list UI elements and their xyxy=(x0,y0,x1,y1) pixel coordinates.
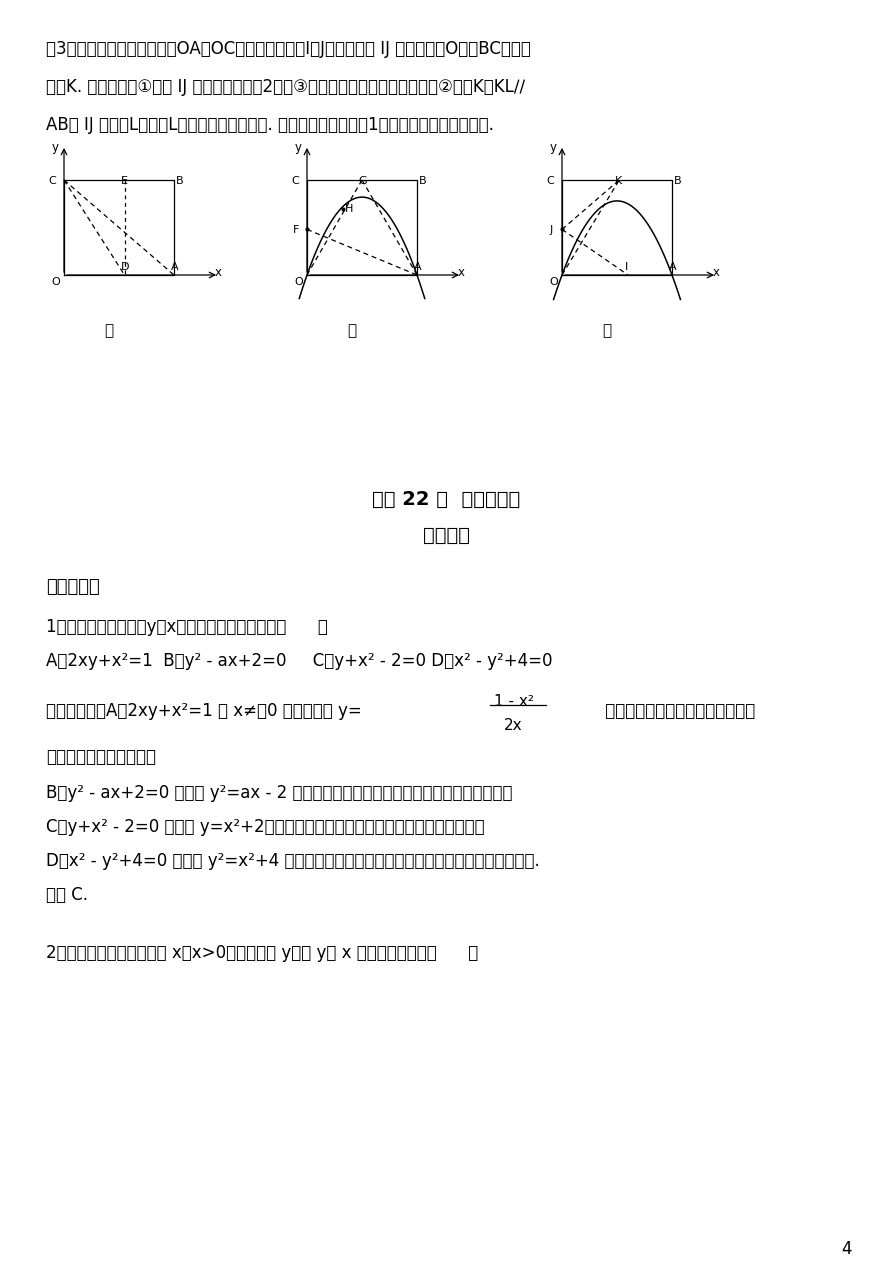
Text: C: C xyxy=(48,175,55,186)
Text: A: A xyxy=(414,262,422,273)
Text: G: G xyxy=(358,175,367,186)
Text: 1 - x²: 1 - x² xyxy=(494,694,534,709)
Text: 一、选择题: 一、选择题 xyxy=(46,578,100,596)
Text: B、y² - ax+2=0 可化为 y²=ax - 2 不符合一元二次方程的一般形式，故本选项错误；: B、y² - ax+2=0 可化为 y²=ax - 2 不符合一元二次方程的一般… xyxy=(46,784,513,801)
Text: E: E xyxy=(120,175,128,186)
Text: O: O xyxy=(549,276,558,286)
Text: O: O xyxy=(51,276,60,286)
Text: 记为K. 请你猜想：①折痕 IJ 所在直线与第（2）题③中的抛物线会有几个公共点；②经过K作KL∕∕: 记为K. 请你猜想：①折痕 IJ 所在直线与第（2）题③中的抛物线会有几个公共点… xyxy=(46,78,525,96)
Text: 的形式，不符合一元二次方程的一: 的形式，不符合一元二次方程的一 xyxy=(558,702,756,721)
Text: I: I xyxy=(625,262,628,273)
Text: 甲: 甲 xyxy=(104,323,113,338)
Text: K: K xyxy=(615,175,623,186)
Text: 2x: 2x xyxy=(504,718,523,733)
Text: 丙: 丙 xyxy=(602,323,612,338)
Text: 4: 4 xyxy=(841,1241,851,1258)
Text: C: C xyxy=(291,175,299,186)
Text: A: A xyxy=(171,262,178,273)
Text: H: H xyxy=(344,204,353,215)
Text: B: B xyxy=(419,175,426,186)
Text: 1．在下列关系式中，y是x的二次函数的关系式是（      ）: 1．在下列关系式中，y是x的二次函数的关系式是（ ） xyxy=(46,618,328,636)
Text: O: O xyxy=(294,276,302,286)
Text: B: B xyxy=(176,175,184,186)
Text: 【解答】解：A、2xy+x²=1 当 x≠　0 时，可化为 y=: 【解答】解：A、2xy+x²=1 当 x≠ 0 时，可化为 y= xyxy=(46,702,362,721)
Text: C: C xyxy=(546,175,554,186)
Text: y: y xyxy=(295,141,302,154)
Text: y: y xyxy=(52,141,59,154)
Text: y: y xyxy=(550,141,557,154)
Text: C、y+x² - 2=0 可化为 y=x²+2，符合一元二次方程的一般形式，故本选项正确；: C、y+x² - 2=0 可化为 y=x²+2，符合一元二次方程的一般形式，故本… xyxy=(46,818,484,835)
Text: x: x xyxy=(713,266,720,279)
Text: A: A xyxy=(669,262,677,273)
Text: AB与 IJ 相交于L，则点L是否必定在抛物线上. 将以上两项猜想在（1）的情形下分别进行验证.: AB与 IJ 相交于L，则点L是否必定在抛物线上. 将以上两项猜想在（1）的情形… xyxy=(46,116,494,134)
Text: 2．设等边三角形的边长为 x（x>0），面积为 y，则 y与 x 的函数关系式是（      ）: 2．设等边三角形的边长为 x（x>0），面积为 y，则 y与 x 的函数关系式是… xyxy=(46,944,478,962)
Text: x: x xyxy=(458,266,465,279)
Text: 《第 22 章  二次函数》: 《第 22 章 二次函数》 xyxy=(372,490,520,509)
Text: F: F xyxy=(293,226,300,236)
Text: B: B xyxy=(674,175,681,186)
Text: D: D xyxy=(120,262,129,273)
Text: A．2xy+x²=1  B．y² - ax+2=0     C．y+x² - 2=0 D．x² - y²+4=0: A．2xy+x²=1 B．y² - ax+2=0 C．y+x² - 2=0 D．… xyxy=(46,652,552,670)
Text: D、x² - y²+4=0 可化为 y²=x²+4 的形式，不符合一元二次方程的一般形式，故本选项错误.: D、x² - y²+4=0 可化为 y²=x²+4 的形式，不符合一元二次方程的… xyxy=(46,852,540,870)
Text: J: J xyxy=(550,226,553,236)
Text: 般形式，故本选项错误；: 般形式，故本选项错误； xyxy=(46,748,156,766)
Text: 故选 C.: 故选 C. xyxy=(46,886,88,904)
Text: 参考答案: 参考答案 xyxy=(423,526,469,545)
Text: （3）如图丙：一般地，在以OA、OC上选取适当的点I、J，使纸片沿 IJ 翻折后，点O落在BC边上，: （3）如图丙：一般地，在以OA、OC上选取适当的点I、J，使纸片沿 IJ 翻折后… xyxy=(46,40,531,58)
Text: 乙: 乙 xyxy=(348,323,357,338)
Text: x: x xyxy=(215,266,222,279)
